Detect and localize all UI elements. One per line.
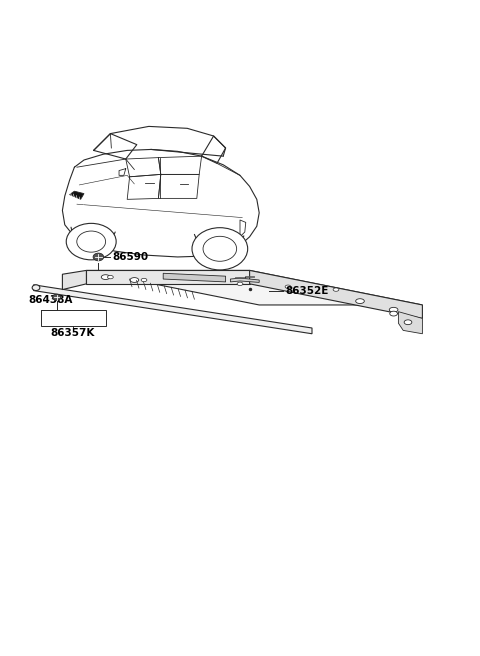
Polygon shape (163, 274, 226, 282)
Text: 86438A: 86438A (29, 295, 73, 305)
Ellipse shape (237, 282, 243, 285)
Ellipse shape (285, 285, 291, 289)
Ellipse shape (333, 288, 339, 291)
Polygon shape (86, 270, 422, 305)
Ellipse shape (356, 298, 364, 304)
Ellipse shape (77, 231, 106, 252)
Polygon shape (34, 285, 312, 334)
Polygon shape (230, 278, 259, 282)
Ellipse shape (108, 276, 113, 279)
Polygon shape (86, 270, 250, 284)
Ellipse shape (203, 236, 237, 261)
Ellipse shape (192, 228, 248, 270)
Polygon shape (70, 191, 84, 199)
Polygon shape (235, 276, 254, 278)
Ellipse shape (141, 278, 147, 281)
Polygon shape (250, 270, 422, 318)
Ellipse shape (101, 275, 110, 279)
Ellipse shape (52, 294, 61, 300)
Ellipse shape (130, 277, 139, 282)
Text: 86357K: 86357K (51, 328, 95, 338)
Ellipse shape (32, 285, 40, 291)
Ellipse shape (389, 308, 398, 312)
Polygon shape (398, 312, 422, 334)
Ellipse shape (93, 253, 104, 261)
Ellipse shape (66, 223, 116, 260)
Text: 86590: 86590 (113, 252, 149, 262)
Ellipse shape (404, 320, 412, 325)
Ellipse shape (390, 311, 397, 316)
Polygon shape (62, 270, 86, 289)
Text: 86352E: 86352E (286, 285, 329, 296)
